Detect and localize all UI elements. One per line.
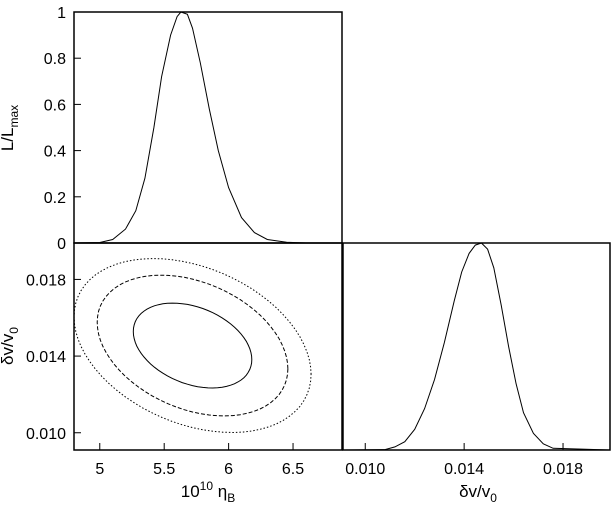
ytick-label: 0.010 [26, 426, 66, 443]
xlabel-main: 10 [181, 482, 200, 501]
ytick-label: 1 [57, 5, 66, 22]
ytick-label: 0.018 [26, 272, 66, 289]
xtick-label: 6.5 [282, 461, 304, 478]
ytick-label: 0.2 [44, 190, 66, 207]
xlabel-var: η [213, 482, 227, 501]
panel-bottom-right-frame [342, 242, 611, 451]
xtick-label: 0.014 [444, 461, 484, 478]
xtick-label: 5.5 [153, 461, 175, 478]
ylabel-sub: max [7, 105, 21, 128]
xlabel-main: δv/v [459, 482, 491, 501]
dv-likelihood-curve [342, 242, 611, 451]
panel-bottom-left: 5 5.5 6 6.5 0.010 0.014 0.018 δv/v0 1010 ηB [0, 242, 343, 505]
panel-top-left-ylabel: L/Lmax [0, 105, 21, 151]
panel-bottom-right-tick-labels: 0.010 0.014 0.018 [345, 461, 583, 478]
eta-likelihood-curve [73, 11, 342, 244]
contour-95pct [96, 274, 289, 417]
ytick-label: 0.6 [44, 97, 66, 114]
ytick-label: 0.014 [26, 349, 66, 366]
xtick-label: 0.018 [543, 461, 583, 478]
contour-68pct [132, 302, 253, 389]
panel-bottom-left-ticks [74, 278, 294, 450]
panel-bottom-right-xlabel: δv/v0 [459, 482, 497, 505]
xtick-label: 6 [224, 461, 233, 478]
contour-99pct [73, 258, 312, 434]
panel-top-left-ticks [74, 11, 81, 244]
ytick-label: 0.4 [44, 144, 66, 161]
ytick-label: 0 [57, 236, 66, 253]
panel-bottom-right: 0.010 0.014 0.018 δv/v0 [342, 242, 611, 505]
panel-top-left: 0 0.2 0.4 0.6 0.8 1 L/Lmax [0, 5, 343, 253]
xtick-label: 5 [95, 461, 104, 478]
xlabel-sup: 10 [200, 479, 214, 493]
ylabel-sub: 0 [7, 327, 21, 334]
panel-bottom-left-tick-labels: 5 5.5 6 6.5 0.010 0.014 0.018 [26, 272, 304, 478]
ylabel-main: L/L [0, 128, 17, 152]
panel-top-left-tick-labels: 0 0.2 0.4 0.6 0.8 1 [44, 5, 66, 253]
panel-bottom-left-frame [73, 242, 343, 451]
ylabel-main: δv/v [0, 333, 17, 365]
xlabel-sub: B [227, 491, 235, 505]
xtick-label: 0.010 [345, 461, 385, 478]
ytick-label: 0.8 [44, 51, 66, 68]
panel-bottom-left-xlabel: 1010 ηB [181, 479, 235, 505]
panel-top-left-frame [73, 11, 343, 244]
confidence-contours [73, 258, 312, 434]
xlabel-sub: 0 [490, 491, 497, 505]
panel-bottom-left-ylabel: δv/v0 [0, 327, 21, 365]
